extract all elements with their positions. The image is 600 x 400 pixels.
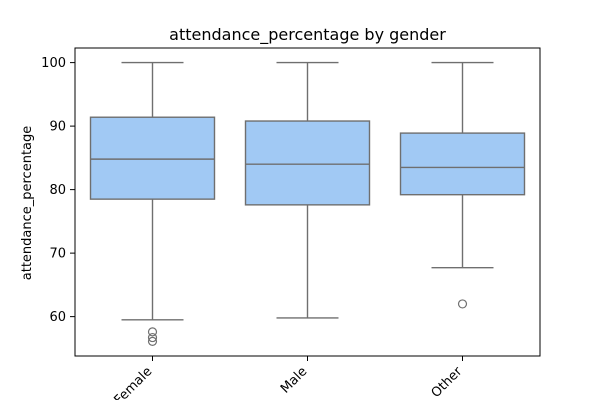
x-tick-label: Male: [278, 364, 310, 396]
outlier-point: [147, 336, 158, 346]
plot-area: [89, 61, 526, 346]
y-axis-title: attendance_percentage: [20, 126, 35, 281]
y-tick-label: 80: [49, 183, 66, 198]
x-tick-label: Female: [111, 364, 155, 400]
box-other: [399, 132, 526, 196]
x-tick-label: Other: [429, 364, 466, 400]
axes: 60 70 80 90 100 Female Male Other: [41, 56, 466, 400]
outlier-point: [147, 327, 158, 337]
chart-title: attendance_percentage by gender: [169, 25, 446, 45]
box-group-other: [399, 61, 526, 309]
y-tick-label: 70: [49, 247, 66, 262]
y-tick-label: 90: [49, 120, 66, 135]
box-group-male: [244, 61, 371, 319]
outlier-point: [147, 332, 158, 343]
y-tick-label: 100: [41, 56, 66, 71]
outlier-point: [457, 299, 468, 309]
box-female: [89, 116, 216, 200]
box-group-female: [89, 61, 216, 346]
y-tick-label: 60: [49, 310, 66, 325]
box-male: [244, 120, 371, 206]
